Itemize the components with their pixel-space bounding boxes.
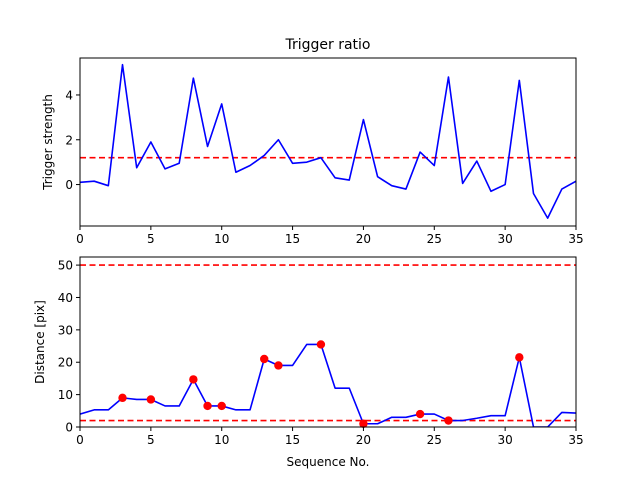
x-tick-label: 10 [214, 232, 229, 246]
data-point-marker [260, 354, 269, 364]
y-tick-label: 2 [65, 133, 73, 147]
distance-chart: 0 5 10 15 20 25 30 35 0 10 20 30 40 50 Sequence No. Dis… [33, 256, 584, 469]
data-point-marker [203, 401, 212, 411]
y-tick-label: 20 [58, 356, 73, 370]
x-tick-label: 5 [147, 433, 155, 447]
data-point-marker [444, 416, 453, 425]
x-tick-label: 30 [498, 433, 513, 447]
x-tick-label: 5 [147, 232, 155, 246]
data-point-marker [189, 375, 198, 384]
data-point-marker [415, 409, 425, 419]
axes-frame [79, 57, 577, 227]
data-point-marker [274, 361, 283, 370]
axes-frame [79, 256, 577, 428]
series-line [80, 343, 576, 427]
data-point-marker [217, 401, 226, 411]
x-tick-label: 15 [285, 433, 300, 447]
x-tick-label: 10 [214, 433, 229, 447]
plot-area [80, 58, 576, 226]
x-tick-label: 20 [356, 433, 371, 447]
x-tick-label: 35 [568, 232, 583, 246]
plot-area [80, 257, 576, 427]
y-axis-label: Distance [pix] [33, 300, 47, 384]
x-tick-label: 25 [427, 232, 442, 246]
x-axis-label: Sequence No. [287, 455, 370, 469]
y-tick-label: 30 [58, 323, 73, 337]
y-tick-label: 40 [58, 291, 73, 305]
plot-data [80, 63, 576, 219]
y-tick-label: 0 [65, 178, 73, 192]
data-point-marker [118, 393, 127, 403]
x-tick-label: 0 [76, 232, 84, 246]
y-tick-label: 50 [58, 259, 73, 273]
y-tick-label: 10 [58, 388, 73, 402]
y-tick-label: 0 [65, 421, 73, 435]
x-tick-label: 30 [498, 232, 513, 246]
y-axis-label: Trigger strength [41, 94, 55, 191]
x-tick-label: 0 [76, 433, 84, 447]
data-point-marker [316, 340, 326, 349]
chart-title: Trigger ratio [284, 37, 370, 53]
data-point-marker [359, 419, 368, 428]
x-tick-label: 20 [356, 232, 371, 246]
x-tick-label: 35 [568, 433, 583, 447]
data-point-marker [515, 353, 524, 362]
series-line [80, 63, 576, 219]
y-tick-label: 4 [65, 88, 73, 102]
x-tick-label: 15 [285, 232, 300, 246]
x-tick-label: 25 [427, 433, 442, 447]
data-point-marker [146, 395, 156, 404]
plot-data [80, 264, 576, 427]
